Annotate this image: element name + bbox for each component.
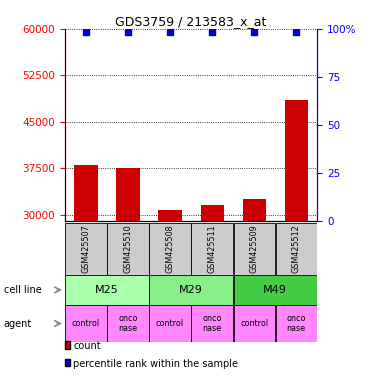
Bar — [107, 305, 149, 342]
Text: agent: agent — [4, 319, 32, 329]
Text: onco
nase: onco nase — [286, 314, 306, 333]
Bar — [285, 100, 308, 384]
Bar — [74, 165, 98, 384]
Text: GSM425508: GSM425508 — [165, 224, 174, 273]
Bar — [191, 305, 233, 342]
Bar — [65, 305, 106, 342]
Text: GSM425512: GSM425512 — [292, 224, 301, 273]
Text: GSM425510: GSM425510 — [124, 224, 132, 273]
Title: GDS3759 / 213583_x_at: GDS3759 / 213583_x_at — [115, 15, 267, 28]
Text: control: control — [240, 319, 268, 328]
Bar — [276, 305, 317, 342]
Bar — [116, 168, 139, 384]
Text: count: count — [73, 341, 101, 351]
Text: percentile rank within the sample: percentile rank within the sample — [73, 359, 238, 369]
Point — [251, 29, 257, 35]
Bar — [191, 223, 233, 275]
Bar — [150, 223, 191, 275]
Point — [293, 29, 299, 35]
Text: GSM425509: GSM425509 — [250, 224, 259, 273]
Text: M29: M29 — [179, 285, 203, 295]
Bar — [150, 275, 233, 305]
Text: M25: M25 — [95, 285, 119, 295]
Point — [209, 29, 215, 35]
Bar — [65, 223, 106, 275]
Bar — [200, 205, 224, 384]
Text: control: control — [72, 319, 100, 328]
Text: M49: M49 — [263, 285, 287, 295]
Text: onco
nase: onco nase — [202, 314, 222, 333]
Text: GSM425511: GSM425511 — [208, 224, 217, 273]
Bar — [233, 275, 317, 305]
Bar — [158, 210, 181, 384]
Text: control: control — [156, 319, 184, 328]
Bar — [107, 223, 149, 275]
Bar — [243, 199, 266, 384]
Text: onco
nase: onco nase — [118, 314, 138, 333]
Text: cell line: cell line — [4, 285, 42, 295]
Point — [125, 29, 131, 35]
Bar — [233, 305, 275, 342]
Point — [167, 29, 173, 35]
Bar — [65, 275, 149, 305]
Text: GSM425507: GSM425507 — [82, 224, 91, 273]
Bar — [150, 305, 191, 342]
Bar — [276, 223, 317, 275]
Bar — [233, 223, 275, 275]
Point — [83, 29, 89, 35]
